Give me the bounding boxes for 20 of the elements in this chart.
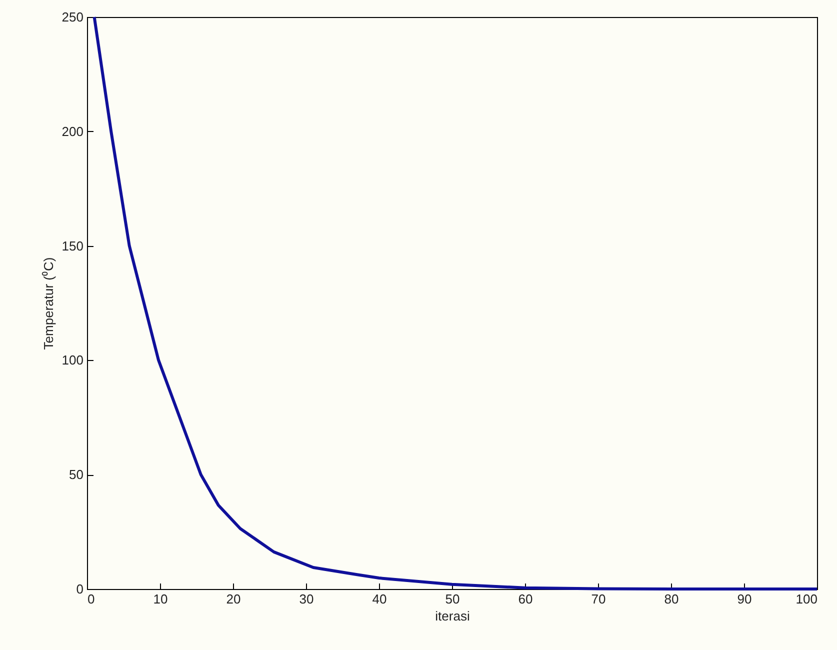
x-tick-label: 20 <box>226 592 241 606</box>
y-axis-title: Temperatur (⁰C) <box>40 257 56 350</box>
y-tick-label: 250 <box>62 10 84 24</box>
x-tick-label: 10 <box>153 592 168 606</box>
x-tick-label: 80 <box>664 592 679 606</box>
y-tick-label: 100 <box>62 352 84 368</box>
y-tick-label: 150 <box>62 238 84 254</box>
y-tick-label: 50 <box>69 467 84 482</box>
x-tick-label: 70 <box>591 592 606 606</box>
y-tick-label: 0 <box>76 582 84 596</box>
y-tick-label: 200 <box>62 124 84 139</box>
x-tick-label: 50 <box>445 592 460 606</box>
line-series <box>92 16 818 590</box>
x-tick-label: 100 <box>796 592 818 606</box>
x-tick-label: 60 <box>518 592 533 606</box>
x-tick-label: 30 <box>299 592 314 606</box>
x-axis-title: iterasi <box>435 608 470 624</box>
x-tick-label: 90 <box>737 592 752 606</box>
x-tick-label: 40 <box>372 592 387 606</box>
x-tick-label: 0 <box>88 592 95 606</box>
